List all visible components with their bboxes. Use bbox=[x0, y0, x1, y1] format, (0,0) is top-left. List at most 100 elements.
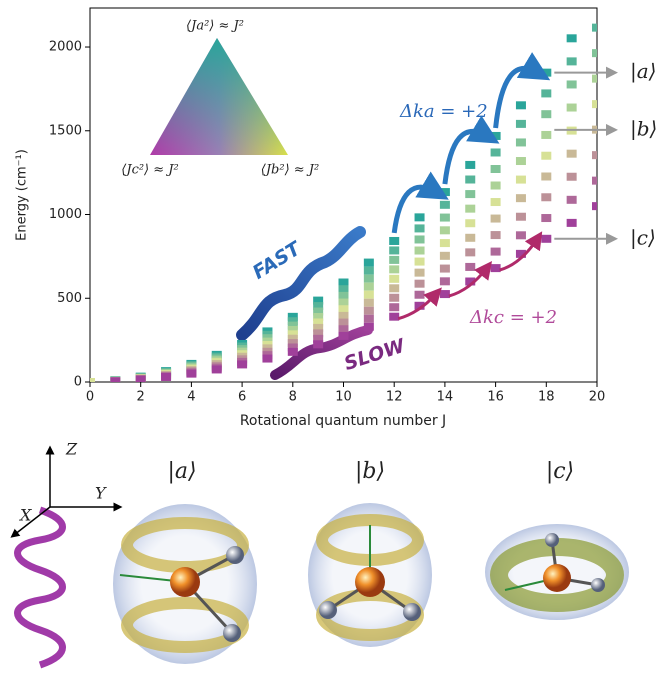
x-axis-title: Rotational quantum number J bbox=[240, 413, 446, 429]
level bbox=[363, 282, 374, 291]
fast-arrow bbox=[493, 52, 551, 129]
level bbox=[287, 343, 298, 352]
x-tick-label: 0 bbox=[86, 390, 94, 405]
level-column bbox=[287, 312, 298, 356]
level bbox=[439, 226, 450, 235]
level bbox=[515, 175, 526, 184]
level bbox=[338, 305, 349, 314]
level bbox=[363, 266, 374, 275]
level bbox=[515, 157, 526, 166]
level-column bbox=[338, 278, 349, 340]
triangle-label: ⟨Ja²⟩ ≈ J² bbox=[186, 19, 244, 34]
level bbox=[439, 200, 450, 209]
level-column bbox=[313, 296, 324, 349]
level bbox=[490, 198, 501, 207]
level bbox=[439, 264, 450, 273]
level-column bbox=[439, 188, 450, 299]
level bbox=[389, 236, 400, 245]
level bbox=[592, 202, 597, 211]
level bbox=[110, 377, 121, 382]
level bbox=[515, 194, 526, 203]
level bbox=[313, 334, 324, 343]
levels bbox=[90, 0, 602, 382]
level-column bbox=[592, 0, 602, 211]
level bbox=[338, 325, 349, 334]
level bbox=[287, 347, 298, 356]
x-tick-label: 10 bbox=[335, 390, 352, 405]
fast-label: FAST bbox=[249, 237, 306, 284]
level bbox=[414, 290, 425, 299]
state-label: |a⟩ bbox=[630, 59, 656, 84]
level bbox=[490, 231, 501, 240]
level bbox=[515, 119, 526, 128]
level bbox=[490, 214, 501, 223]
x-tick-label: 18 bbox=[538, 390, 555, 405]
level bbox=[363, 306, 374, 315]
orbital-a bbox=[113, 504, 257, 664]
level-column bbox=[237, 339, 248, 369]
level bbox=[465, 204, 476, 213]
level bbox=[287, 334, 298, 343]
level bbox=[237, 360, 248, 369]
y-tick-label: 1000 bbox=[49, 207, 82, 222]
level bbox=[515, 231, 526, 240]
level bbox=[90, 378, 95, 382]
state-label: |b⟩ bbox=[355, 459, 385, 484]
level bbox=[313, 318, 324, 327]
level bbox=[439, 277, 450, 286]
y-tick-label: 1500 bbox=[49, 123, 82, 138]
level bbox=[389, 265, 400, 274]
level bbox=[287, 339, 298, 348]
level bbox=[541, 151, 552, 160]
level bbox=[363, 314, 374, 323]
level bbox=[313, 302, 324, 311]
level-column bbox=[211, 350, 222, 374]
level bbox=[465, 233, 476, 242]
level-column bbox=[465, 160, 476, 286]
level-column bbox=[262, 327, 273, 363]
level bbox=[592, 0, 602, 6]
axis-label: Y bbox=[95, 484, 107, 503]
fast-ribbon bbox=[236, 226, 366, 341]
level bbox=[490, 181, 501, 190]
level bbox=[287, 325, 298, 334]
slow-arrow bbox=[397, 287, 442, 321]
triangle-overlay bbox=[150, 38, 288, 155]
level bbox=[592, 100, 597, 109]
level bbox=[287, 330, 298, 339]
level bbox=[161, 372, 172, 381]
level bbox=[363, 322, 374, 331]
level bbox=[211, 365, 222, 374]
level-column bbox=[541, 68, 552, 243]
level bbox=[414, 246, 425, 255]
state-label: |c⟩ bbox=[630, 225, 656, 250]
level-column bbox=[414, 213, 425, 310]
level bbox=[414, 257, 425, 266]
level bbox=[566, 80, 577, 89]
level bbox=[592, 74, 597, 83]
level-column bbox=[186, 359, 197, 378]
delta-kc: Δkc = +2 bbox=[469, 307, 557, 328]
level bbox=[592, 49, 597, 58]
state-label: |b⟩ bbox=[630, 116, 657, 141]
level bbox=[313, 312, 324, 321]
level bbox=[541, 89, 552, 98]
level bbox=[338, 291, 349, 300]
level bbox=[592, 176, 597, 185]
level bbox=[338, 318, 349, 327]
x-tick-label: 8 bbox=[289, 390, 297, 405]
level bbox=[338, 298, 349, 307]
level bbox=[541, 110, 552, 119]
level-column bbox=[161, 367, 172, 381]
level bbox=[541, 234, 552, 243]
level bbox=[439, 213, 450, 222]
level bbox=[363, 258, 374, 267]
triangle-label: ⟨Jb²⟩ ≈ J² bbox=[261, 163, 319, 178]
level bbox=[490, 148, 501, 157]
level-column bbox=[135, 372, 146, 382]
level bbox=[490, 264, 501, 273]
level bbox=[363, 274, 374, 283]
orbital-b bbox=[308, 503, 432, 647]
level bbox=[389, 293, 400, 302]
